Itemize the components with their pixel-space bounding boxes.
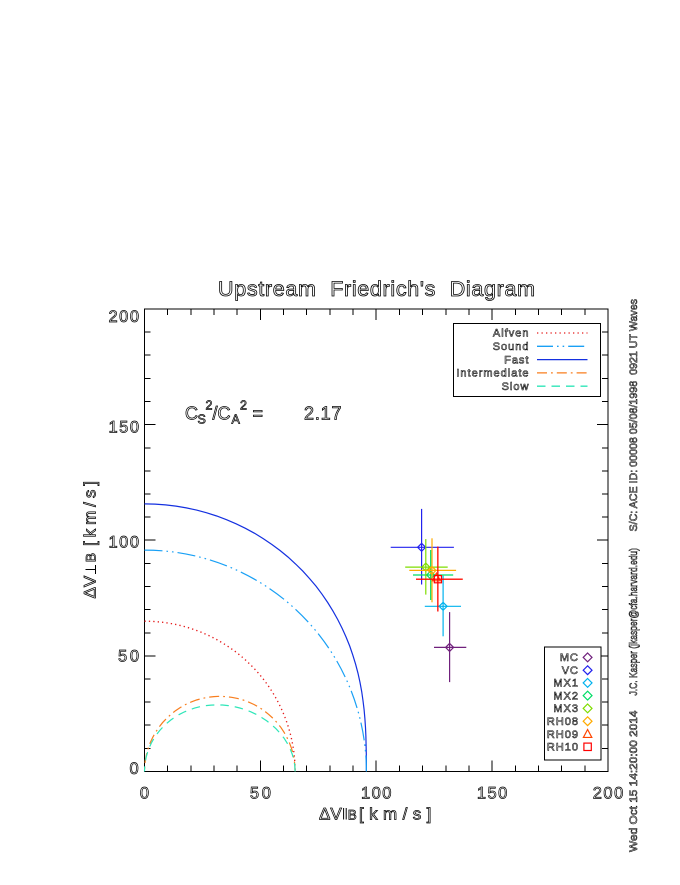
svg-text:150: 150	[477, 785, 507, 803]
svg-text:2: 2	[240, 399, 247, 413]
svg-text:MX2: MX2	[553, 690, 579, 702]
svg-text:=: =	[253, 403, 264, 423]
svg-text:Slow: Slow	[502, 381, 530, 393]
svg-text:VC: VC	[562, 665, 579, 677]
svg-text:B: B	[348, 808, 357, 823]
svg-text:[km/s]: [km/s]	[359, 805, 431, 824]
svg-text:100: 100	[109, 534, 140, 552]
svg-text:Intermediate: Intermediate	[456, 368, 529, 380]
svg-text:0: 0	[140, 785, 149, 803]
svg-text:MX3: MX3	[553, 703, 579, 715]
svg-text:S/C: ACE ID: 00008 05/08/1998: S/C: ACE ID: 00008 05/08/1998 0921 UT Wa…	[628, 299, 640, 532]
svg-text:[km/s]: [km/s]	[81, 481, 100, 546]
svg-text:2: 2	[206, 399, 213, 413]
svg-text:J.C. Kasper (jkasper@cfa.harva: J.C. Kasper (jkasper@cfa.harvard.edu)	[628, 548, 640, 696]
svg-text:C: C	[185, 403, 198, 423]
svg-text:Upstream Friedrich's Diagram: Upstream Friedrich's Diagram	[218, 277, 535, 301]
svg-text:100: 100	[361, 785, 392, 803]
svg-text:ΔV: ΔV	[319, 805, 342, 824]
svg-text:0: 0	[130, 760, 139, 778]
svg-text:Alfven: Alfven	[493, 328, 530, 340]
svg-text:S: S	[198, 413, 206, 427]
svg-text:Sound: Sound	[493, 341, 530, 353]
svg-text:RH10: RH10	[547, 742, 579, 754]
svg-text:Wed Oct 15 14:20:00 2014: Wed Oct 15 14:20:00 2014	[628, 711, 640, 853]
svg-text:RH09: RH09	[547, 729, 579, 741]
svg-text:Fast: Fast	[504, 354, 529, 366]
svg-text:B: B	[83, 553, 99, 562]
svg-text:200: 200	[593, 785, 624, 803]
svg-text:200: 200	[109, 308, 140, 326]
svg-text:MX1: MX1	[553, 678, 579, 690]
svg-text:ΔV: ΔV	[81, 575, 100, 598]
svg-text:/C: /C	[213, 403, 231, 423]
svg-text:A: A	[232, 413, 241, 427]
svg-text:MC: MC	[560, 652, 579, 664]
svg-text:2.17: 2.17	[304, 403, 342, 423]
svg-text:RH08: RH08	[547, 716, 579, 728]
svg-text:150: 150	[109, 419, 140, 437]
